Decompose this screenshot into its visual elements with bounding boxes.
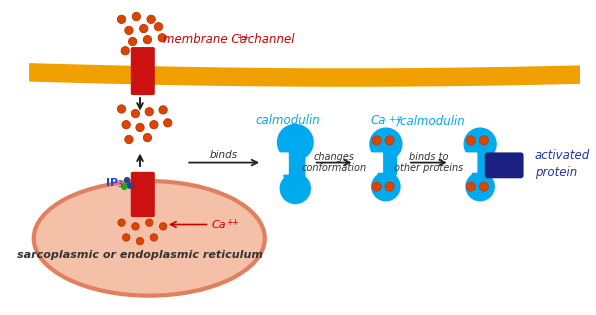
FancyBboxPatch shape [464, 152, 477, 173]
Circle shape [132, 223, 139, 230]
Circle shape [466, 182, 476, 191]
Circle shape [464, 128, 497, 161]
Circle shape [121, 47, 129, 55]
FancyBboxPatch shape [131, 47, 145, 95]
Circle shape [465, 172, 495, 201]
Circle shape [121, 183, 128, 190]
Text: changes: changes [313, 152, 355, 162]
Circle shape [143, 36, 151, 44]
FancyBboxPatch shape [141, 47, 155, 95]
Circle shape [466, 136, 476, 145]
Text: IP$_3$: IP$_3$ [105, 176, 123, 190]
Circle shape [147, 15, 156, 24]
Circle shape [154, 23, 163, 31]
Text: Ca: Ca [211, 220, 226, 230]
FancyBboxPatch shape [283, 136, 306, 178]
Circle shape [122, 234, 130, 241]
Circle shape [277, 124, 313, 161]
Circle shape [117, 105, 126, 113]
Circle shape [124, 177, 131, 183]
Circle shape [163, 119, 172, 127]
Text: other proteins: other proteins [394, 163, 463, 173]
Circle shape [143, 134, 151, 142]
Text: binds to: binds to [409, 152, 448, 162]
FancyBboxPatch shape [370, 152, 383, 173]
Circle shape [145, 219, 153, 226]
Circle shape [371, 172, 401, 201]
Circle shape [479, 182, 489, 191]
Circle shape [136, 238, 144, 245]
Text: binds: binds [210, 150, 238, 160]
Circle shape [132, 12, 141, 21]
Text: /calmodulin: /calmodulin [397, 114, 465, 128]
Circle shape [126, 182, 133, 189]
Circle shape [139, 24, 148, 33]
Text: channel: channel [244, 33, 295, 46]
Text: conformation: conformation [302, 163, 367, 173]
Circle shape [117, 15, 126, 24]
FancyBboxPatch shape [131, 172, 145, 217]
Circle shape [125, 135, 133, 144]
Circle shape [372, 136, 381, 145]
FancyBboxPatch shape [377, 138, 397, 176]
FancyBboxPatch shape [141, 172, 155, 217]
Circle shape [150, 121, 158, 129]
Circle shape [372, 182, 381, 191]
Text: ++: ++ [236, 33, 250, 42]
FancyBboxPatch shape [272, 152, 289, 175]
Circle shape [118, 219, 125, 226]
Text: ++: ++ [389, 115, 402, 124]
Text: membrane Ca: membrane Ca [163, 33, 247, 46]
Circle shape [150, 234, 157, 241]
Circle shape [385, 136, 394, 145]
Ellipse shape [34, 181, 265, 296]
Text: Ca: Ca [370, 114, 386, 128]
FancyBboxPatch shape [472, 138, 491, 176]
Circle shape [129, 37, 137, 46]
FancyBboxPatch shape [485, 152, 524, 178]
Text: activated
protein: activated protein [535, 149, 590, 180]
Circle shape [125, 26, 133, 35]
Circle shape [370, 128, 402, 161]
Circle shape [159, 106, 167, 114]
Circle shape [122, 121, 131, 129]
Circle shape [145, 108, 153, 116]
Circle shape [385, 182, 394, 191]
Circle shape [158, 34, 166, 42]
Circle shape [280, 173, 311, 204]
Circle shape [136, 123, 144, 132]
Circle shape [121, 183, 128, 190]
Text: calmodulin: calmodulin [256, 114, 320, 128]
Polygon shape [29, 63, 580, 87]
Text: sarcoplasmic or endoplasmic reticulum: sarcoplasmic or endoplasmic reticulum [17, 250, 263, 260]
Circle shape [160, 223, 167, 230]
Text: ++: ++ [226, 218, 239, 227]
Circle shape [131, 109, 139, 118]
Circle shape [479, 136, 489, 145]
